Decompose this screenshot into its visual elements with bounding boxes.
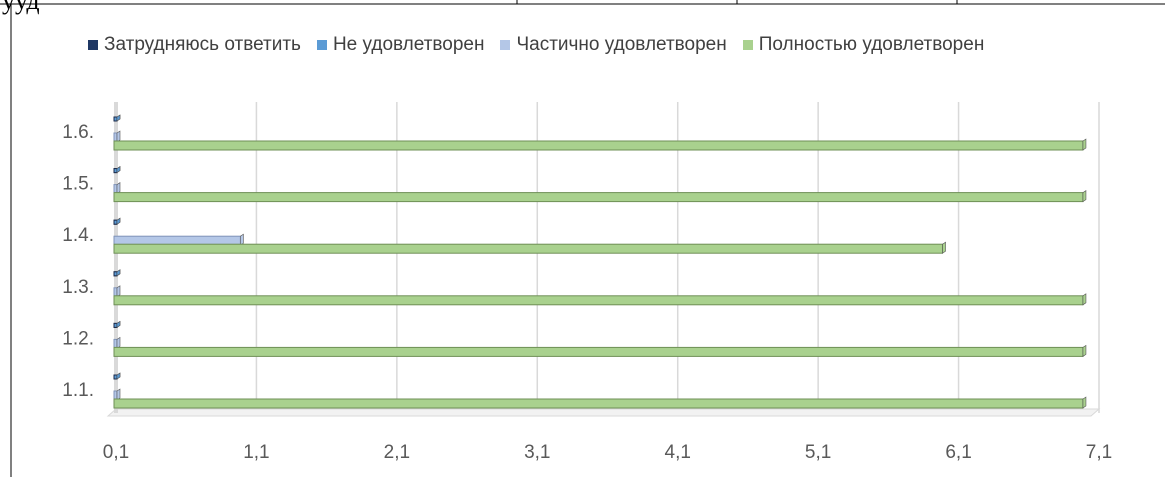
bar-полностью-удовлетворен: [113, 140, 1084, 151]
legend-label: Не удовлетворен: [332, 34, 485, 55]
legend-swatch: [88, 40, 98, 50]
legend: Затрудняюсь ответить Не удовлетворен Части…: [88, 34, 984, 56]
plot-floor: [106, 408, 1101, 417]
y-tick-label: 1.5.: [62, 174, 94, 195]
bar-cap: [116, 269, 121, 277]
bar-cap: [116, 182, 121, 195]
y-tick-label: 1.6.: [62, 122, 94, 143]
legend-swatch: [500, 40, 511, 50]
bar-не-удовлетворен: [113, 116, 118, 122]
x-tick-label: 7,1: [1086, 442, 1112, 463]
bar-cap: [116, 285, 121, 298]
bar-cap: [1082, 344, 1087, 357]
legend-item: Полностью удовлетворен: [742, 34, 985, 56]
bar-cap: [240, 233, 244, 246]
bar-не-удовлетворен: [113, 271, 118, 277]
bar-cap: [116, 320, 121, 328]
bar-полностью-удовлетворен: [113, 346, 1084, 357]
legend-label: Полностью удовлетворен: [758, 34, 985, 55]
x-tick-label: 0,1: [103, 442, 129, 463]
bar-cap: [116, 130, 121, 143]
bar-полностью-удовлетворен: [113, 295, 1084, 306]
bar-cap: [942, 241, 946, 254]
bar-cap: [1082, 293, 1087, 306]
bar-cap: [116, 372, 121, 380]
bar-полностью-удовлетворен: [113, 398, 1084, 409]
legend-label: Частично удовлетворен: [516, 34, 727, 55]
bar-cap: [116, 166, 121, 174]
legend-item: Частично удовлетворен: [500, 34, 727, 56]
bar-cap: [1082, 396, 1087, 409]
bar-не-удовлетворен: [113, 219, 118, 225]
x-tick-label: 1,1: [243, 442, 269, 463]
bar-cap: [116, 388, 121, 401]
bar-cap: [1082, 190, 1087, 203]
y-tick-label: 1.2.: [62, 328, 94, 349]
bar-полностью-удовлетворен: [113, 243, 944, 254]
legend-item: Затрудняюсь ответить: [88, 34, 301, 56]
y-tick-label: 1.3.: [62, 277, 94, 298]
legend-swatch: [316, 40, 327, 50]
legend-label: Затрудняюсь ответить: [104, 34, 301, 55]
x-tick-label: 4,1: [665, 442, 691, 463]
legend-item: Не удовлетворен: [316, 34, 485, 56]
bar-не-удовлетворен: [113, 168, 118, 174]
bar-cap: [1082, 138, 1087, 151]
bar-cap: [116, 336, 121, 349]
bar-cap: [116, 217, 121, 225]
x-tick-label: 6,1: [945, 442, 971, 463]
y-tick-label: 1.4.: [62, 225, 94, 246]
x-tick-label: 5,1: [805, 442, 831, 463]
x-tick-label: 3,1: [524, 442, 550, 463]
bar-полностью-удовлетворен: [113, 192, 1084, 203]
bar-не-удовлетворен: [113, 322, 118, 328]
legend-swatch: [742, 40, 753, 50]
bar-cap: [116, 114, 121, 122]
bar-не-удовлетворен: [113, 374, 118, 380]
x-tick-label: 2,1: [384, 442, 410, 463]
y-tick-label: 1.1.: [62, 380, 94, 401]
